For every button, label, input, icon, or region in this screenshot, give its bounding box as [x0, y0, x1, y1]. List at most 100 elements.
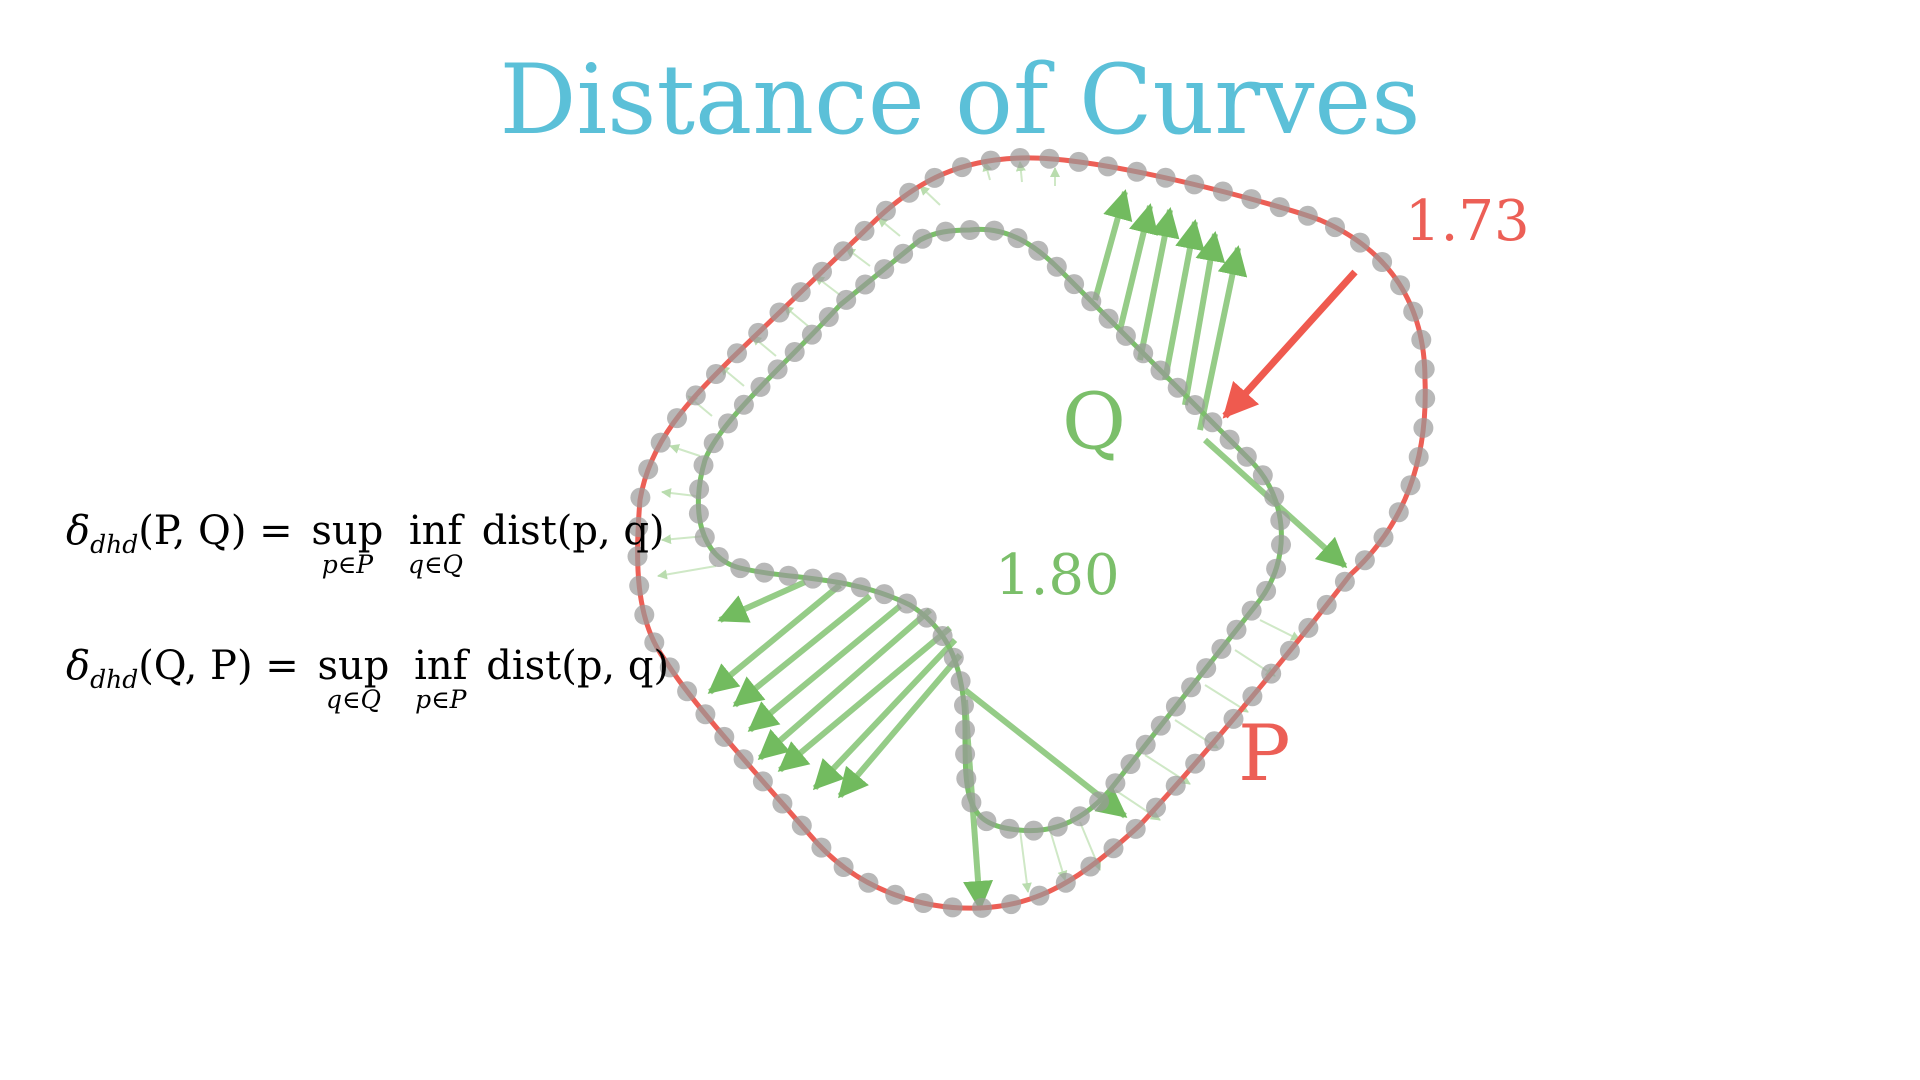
sample-point	[1400, 475, 1421, 496]
sample-point	[1350, 232, 1370, 253]
sample-point	[1185, 395, 1205, 415]
sample-point	[1080, 856, 1101, 877]
formula-2-inf: inf	[414, 643, 468, 689]
sample-point	[912, 228, 933, 249]
sample-point	[708, 547, 729, 567]
sample-point	[1413, 417, 1434, 438]
sample-point	[1211, 638, 1232, 659]
sample-point	[1252, 465, 1273, 486]
sample-point	[772, 793, 793, 814]
sample-point	[924, 167, 945, 188]
sample-point	[1241, 189, 1262, 210]
sample-point	[778, 565, 799, 586]
sample-point	[706, 364, 726, 384]
sample-point	[827, 572, 847, 593]
sample-point	[874, 259, 895, 280]
sample-point	[954, 695, 974, 716]
sample-point	[942, 897, 963, 918]
sample-point	[630, 487, 651, 508]
sample-point	[1271, 534, 1291, 555]
sample-point	[833, 857, 854, 877]
faint-arrows	[657, 161, 1301, 893]
sample-point	[935, 221, 956, 242]
sample-point	[812, 261, 832, 282]
value-green: 1.80	[995, 543, 1120, 608]
formula-1-sup-sub: p∈P	[321, 550, 374, 579]
sample-point	[1135, 734, 1156, 755]
sample-point	[791, 815, 812, 836]
formula-2-inf-sub: p∈P	[415, 685, 467, 714]
sample-point	[836, 289, 857, 310]
sample-point	[694, 527, 715, 548]
sample-point	[1196, 658, 1217, 679]
sample-point	[980, 150, 1001, 171]
formula-1-delta: δ	[66, 508, 91, 554]
label-q: Q	[1062, 377, 1126, 467]
sample-point	[802, 568, 823, 589]
sample-point	[1097, 156, 1118, 177]
sample-point	[790, 282, 811, 303]
sample-point	[677, 681, 698, 702]
sample-point	[976, 811, 997, 832]
sample-point	[961, 792, 982, 813]
sample-point	[1105, 773, 1126, 794]
formula-2-args: (Q, P) =	[138, 643, 299, 689]
sample-point	[767, 359, 788, 380]
sample-point	[811, 837, 832, 858]
sample-point	[950, 671, 971, 692]
sample-point	[1165, 696, 1186, 717]
sample-point	[874, 584, 895, 605]
sample-point	[750, 376, 771, 397]
sample-point	[1297, 205, 1318, 226]
sample-point	[1029, 885, 1050, 906]
formula-q-p: δdhd(Q, P) = sup q∈Q inf p∈P dist(p, q)	[66, 643, 669, 714]
formula-2-subscript: dhd	[90, 665, 139, 694]
sample-point	[1236, 446, 1257, 467]
sample-point	[628, 517, 649, 537]
sample-point	[1064, 274, 1085, 295]
formula-p-q: δdhd(P, Q) = sup p∈P inf q∈Q dist(p, q)	[66, 508, 665, 579]
sample-point	[885, 884, 906, 905]
sample-point	[784, 342, 805, 362]
sample-point	[688, 503, 709, 524]
sample-point	[638, 459, 659, 480]
sample-point	[1202, 412, 1223, 433]
sample-point	[984, 220, 1005, 241]
sample-point	[629, 575, 650, 596]
sample-point	[913, 893, 934, 913]
sample-point	[1372, 252, 1393, 272]
sample-point	[1241, 600, 1262, 621]
sample-point	[1150, 360, 1171, 381]
sample-point	[693, 455, 714, 476]
sample-point	[1403, 301, 1424, 322]
formula-1-inf: inf	[408, 508, 463, 554]
sample-point	[1167, 377, 1188, 398]
sample-point	[1298, 617, 1319, 638]
sample-point	[1028, 240, 1049, 261]
sample-point	[850, 577, 871, 598]
sample-point	[899, 182, 920, 203]
sample-point	[1270, 510, 1291, 531]
sample-point	[1373, 527, 1394, 548]
sample-point	[644, 632, 665, 653]
sample-point	[1390, 275, 1411, 296]
sample-point	[955, 719, 975, 740]
sample-point	[1098, 308, 1119, 329]
sample-point	[769, 302, 790, 323]
sample-point	[875, 200, 896, 221]
sample-point	[1103, 838, 1124, 859]
formula-1-sup: sup	[311, 508, 384, 554]
sample-point	[999, 818, 1020, 839]
sample-point	[1204, 731, 1225, 752]
sample-point	[1068, 151, 1089, 172]
sample-point	[1411, 329, 1432, 350]
sample-point	[754, 562, 775, 583]
sample-point	[1223, 708, 1244, 729]
red-arrow	[1222, 269, 1358, 419]
sample-point	[1126, 161, 1147, 182]
sample-point	[818, 307, 839, 327]
label-p: P	[1238, 709, 1290, 799]
sample-point	[1212, 181, 1233, 202]
sample-point	[1414, 359, 1435, 380]
